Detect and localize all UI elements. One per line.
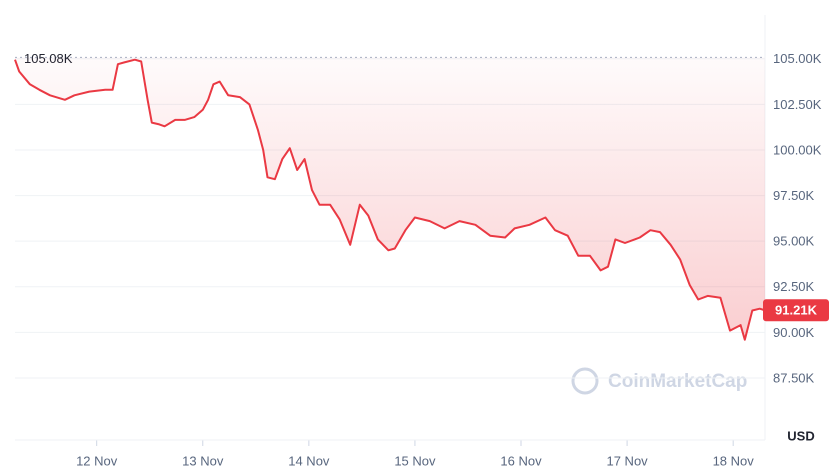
- area-fill: [15, 57, 765, 340]
- x-tick-label: 12 Nov: [76, 453, 118, 468]
- x-tick-label: 18 Nov: [713, 453, 755, 468]
- x-tick-label: 15 Nov: [394, 453, 436, 468]
- x-tick-label: 14 Nov: [288, 453, 330, 468]
- watermark-text: CoinMarketCap: [608, 371, 747, 392]
- y-axis-unit: USD: [787, 428, 814, 443]
- y-tick-label: 92.50K: [773, 279, 815, 294]
- x-tick-label: 17 Nov: [606, 453, 648, 468]
- y-tick-label: 100.00K: [773, 142, 822, 157]
- y-tick-label: 87.50K: [773, 370, 815, 385]
- last-price-box: [763, 299, 829, 322]
- y-tick-label: 102.50K: [773, 97, 822, 112]
- y-tick-label: 97.50K: [773, 188, 815, 203]
- x-tick-label: 16 Nov: [500, 453, 542, 468]
- watermark: CoinMarketCap: [571, 367, 747, 395]
- last-price-label: 91.21K: [775, 303, 818, 318]
- x-tick-label: 13 Nov: [182, 453, 224, 468]
- watermark-logo: [571, 367, 599, 395]
- y-tick-label: 95.00K: [773, 234, 815, 249]
- y-tick-label: 90.00K: [773, 325, 815, 340]
- price-line: [14, 58, 766, 341]
- y-tick-label: 105.00K: [773, 51, 822, 66]
